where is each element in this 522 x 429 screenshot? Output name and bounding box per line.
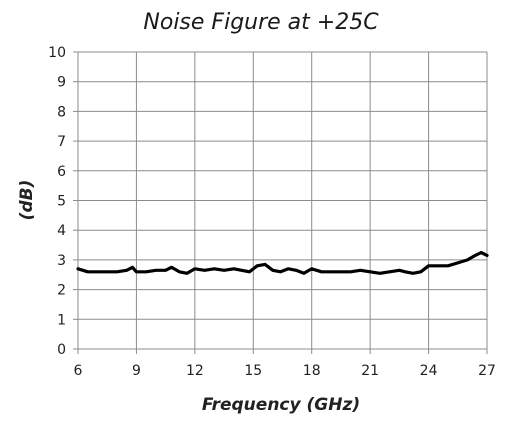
y-tick-label: 6 xyxy=(57,164,66,180)
x-tick-label: 9 xyxy=(132,363,141,379)
x-tick-label: 6 xyxy=(74,363,83,379)
x-tick-label: 27 xyxy=(478,363,496,379)
y-tick-label: 0 xyxy=(57,342,66,358)
y-tick-labels: 0 1 2 3 4 5 6 7 8 9 10 xyxy=(48,45,66,358)
x-tick-label: 24 xyxy=(420,363,438,379)
y-tick-label: 10 xyxy=(48,45,66,61)
grid-lines xyxy=(73,51,488,354)
y-tick-label: 2 xyxy=(57,283,66,299)
y-tick-label: 7 xyxy=(57,134,66,150)
x-tick-labels: 6 9 12 15 18 21 24 27 xyxy=(74,363,496,379)
y-tick-label: 1 xyxy=(57,312,66,328)
y-tick-label: 3 xyxy=(57,253,66,269)
y-tick-label: 9 xyxy=(57,75,66,91)
x-tick-label: 21 xyxy=(361,363,379,379)
x-tick-label: 15 xyxy=(244,363,262,379)
chart-title: Noise Figure at +25C xyxy=(143,10,379,35)
series-group xyxy=(76,250,489,275)
y-axis-title: (dB) xyxy=(17,180,37,221)
x-tick-label: 12 xyxy=(186,363,204,379)
noise-figure-line xyxy=(76,250,489,275)
x-axis-title: Frequency (GHz) xyxy=(202,395,360,415)
y-tick-label: 5 xyxy=(57,194,66,210)
y-tick-label: 4 xyxy=(57,223,66,239)
x-tick-label: 18 xyxy=(303,363,321,379)
y-tick-label: 8 xyxy=(57,104,66,120)
